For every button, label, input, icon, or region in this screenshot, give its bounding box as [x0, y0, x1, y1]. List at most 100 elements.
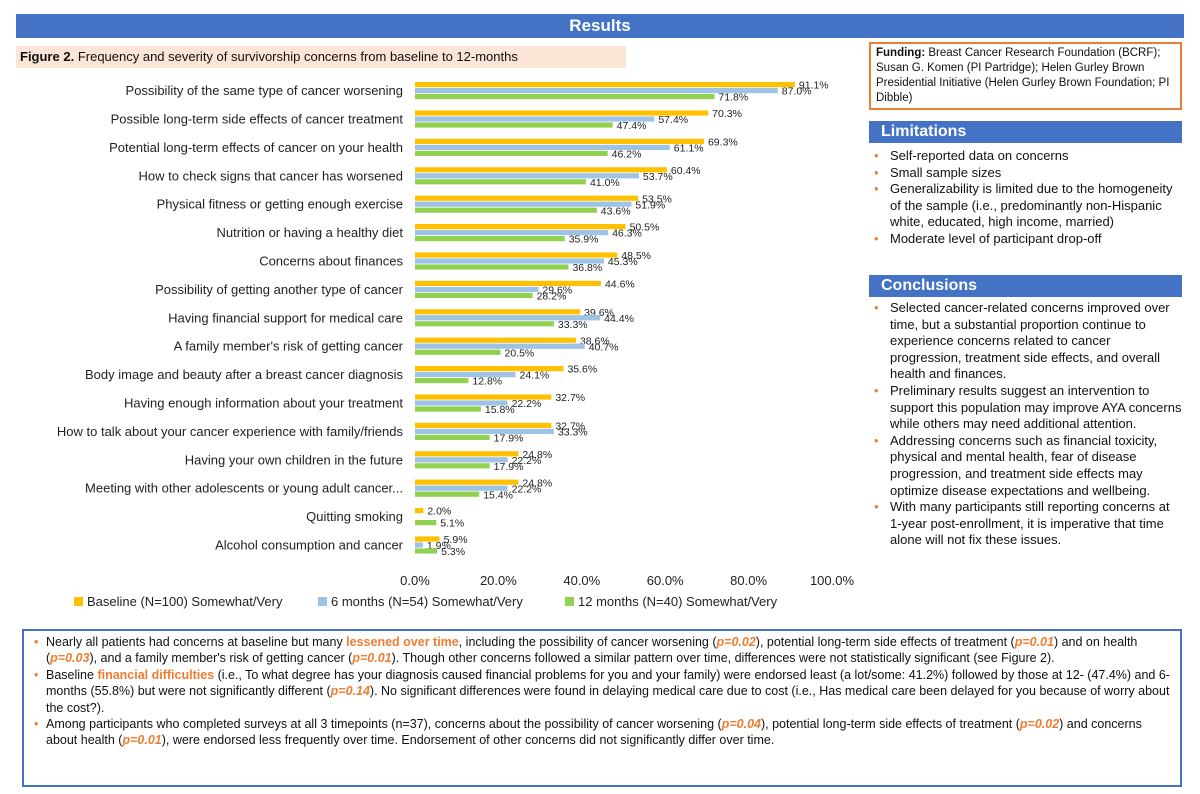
bar [415, 394, 552, 400]
data-label: 40.7% [589, 341, 619, 353]
legend-label: 6 months (N=54) Somewhat/Very [331, 594, 523, 609]
category-label: Nutrition or having a healthy diet [217, 225, 404, 240]
limitations-title: Limitations [881, 123, 967, 140]
bar [415, 150, 608, 156]
p-value: p=0.03 [50, 651, 90, 666]
figure-caption-text: Frequency and severity of survivorship c… [77, 49, 518, 64]
category-label: Body image and beauty after a breast can… [85, 367, 403, 382]
highlight-text: financial difficulties [97, 667, 215, 682]
data-label: 51.9% [635, 199, 665, 211]
bar [415, 491, 480, 497]
limitations-header: Limitations [869, 121, 1182, 143]
data-label: 36.8% [572, 262, 602, 274]
data-label: 33.3% [558, 427, 588, 439]
bar [415, 88, 778, 94]
data-label: 20.5% [504, 347, 534, 359]
data-label: 24.8% [522, 449, 552, 461]
x-tick-label: 20.0% [480, 573, 517, 588]
data-label: 53.5% [642, 193, 672, 205]
bar [415, 167, 667, 173]
conclusion-item: With many participants still reporting c… [870, 499, 1182, 549]
category-label: Quitting smoking [306, 509, 403, 524]
data-label: 71.8% [718, 92, 748, 104]
bar [415, 122, 613, 128]
bar [415, 309, 581, 315]
limitations-list: Self-reported data on concerns Small sam… [870, 148, 1182, 248]
results-banner: Results [16, 14, 1184, 38]
category-label: How to check signs that cancer has worse… [139, 168, 403, 183]
bar [415, 179, 586, 185]
data-label: 33.3% [558, 319, 588, 331]
bar [415, 434, 490, 440]
bar [415, 110, 709, 116]
limitation-item: Generalizability is limited due to the h… [870, 181, 1182, 231]
data-label: 22.2% [512, 483, 542, 495]
data-label: 29.6% [542, 285, 572, 297]
data-label: 17.9% [494, 433, 524, 445]
bar [415, 252, 618, 258]
conclusion-item: Addressing concerns such as financial to… [870, 433, 1182, 499]
bar [415, 144, 670, 150]
legend-label: Baseline (N=100) Somewhat/Very [87, 594, 283, 609]
bar [415, 321, 554, 327]
bar [415, 406, 481, 412]
data-label: 43.6% [601, 205, 631, 217]
funding-text: Breast Cancer Research Foundation (BCRF)… [876, 47, 1170, 104]
category-label: Potential long-term effects of cancer on… [109, 140, 403, 155]
conclusion-item: Selected cancer-related concerns improve… [870, 300, 1182, 383]
conclusions-list: Selected cancer-related concerns improve… [870, 300, 1182, 549]
p-value: p=0.02 [716, 635, 756, 649]
limitation-item: Moderate level of participant drop-off [870, 231, 1182, 248]
bar [415, 428, 554, 434]
bar-chart: Possibility of the same type of cancer w… [57, 80, 855, 609]
bar [415, 366, 564, 372]
p-value: p=0.01 [122, 733, 162, 748]
category-label: Meeting with other adolescents or young … [85, 481, 403, 496]
category-label: Possibility of the same type of cancer w… [126, 83, 403, 98]
data-label: 61.1% [674, 143, 704, 155]
data-label: 24.8% [522, 477, 552, 489]
bar [415, 236, 565, 242]
legend-swatch [74, 597, 83, 606]
legend-swatch [318, 597, 327, 606]
category-label: Possibility of getting another type of c… [155, 282, 404, 297]
data-label: 2.0% [427, 506, 451, 518]
data-label: 69.3% [708, 137, 738, 149]
key-findings-box: Nearly all patients had concerns at base… [22, 629, 1182, 787]
category-label: Physical fitness or getting enough exerc… [157, 197, 403, 212]
bar [415, 349, 501, 355]
data-label: 35.6% [567, 364, 597, 376]
data-label: 12.8% [472, 376, 502, 388]
data-label: 35.9% [569, 234, 599, 246]
bar [415, 463, 490, 469]
bar [415, 264, 569, 270]
bar [415, 542, 423, 548]
data-label: 60.4% [671, 165, 701, 177]
data-label: 38.6% [580, 335, 610, 347]
highlight-text: lessened over time [346, 635, 459, 649]
category-label: Having enough information about your tre… [124, 396, 403, 411]
bar [415, 479, 519, 485]
bar [415, 230, 609, 236]
bar [415, 224, 626, 230]
data-label: 91.1% [799, 80, 829, 92]
x-tick-label: 0.0% [400, 573, 430, 588]
bar [415, 195, 639, 201]
data-label: 5.9% [444, 534, 468, 546]
bar [415, 207, 597, 213]
data-label: 87.0% [782, 86, 812, 98]
data-label: 46.3% [612, 228, 642, 240]
legend-label: 12 months (N=40) Somewhat/Very [578, 594, 778, 609]
x-tick-label: 60.0% [647, 573, 684, 588]
finding-item: Nearly all patients had concerns at base… [34, 634, 1172, 667]
bar [415, 138, 704, 144]
conclusions-title: Conclusions [881, 277, 978, 294]
data-label: 22.2% [512, 398, 542, 410]
data-label: 44.6% [605, 279, 635, 291]
bar [415, 292, 533, 298]
bar [415, 520, 437, 526]
category-label: A family member's risk of getting cancer [174, 339, 404, 354]
category-label: Possible long-term side effects of cance… [111, 112, 404, 127]
bar [415, 536, 440, 542]
bar [415, 422, 552, 428]
